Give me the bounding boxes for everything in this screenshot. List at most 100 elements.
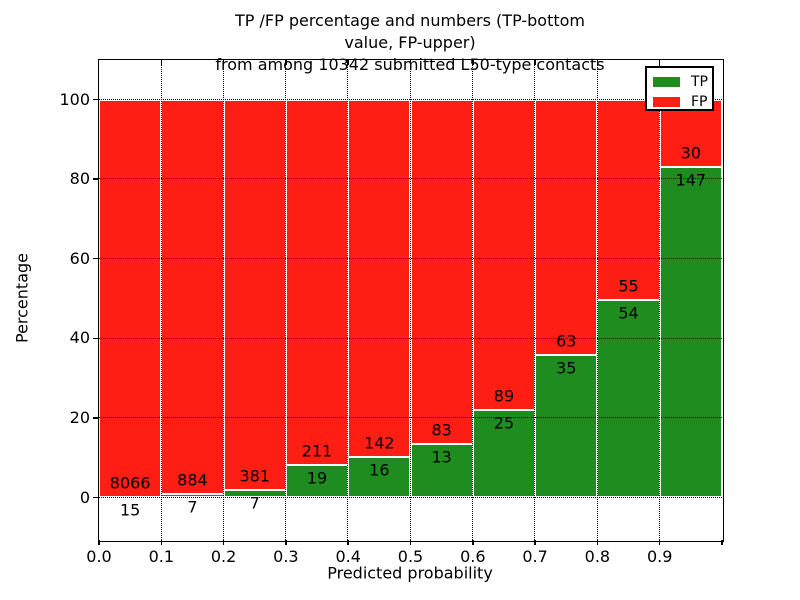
x-tick bbox=[596, 540, 599, 545]
x-tick bbox=[721, 540, 723, 545]
legend-item-tp: TP bbox=[653, 74, 712, 90]
y-tick-label: 40 bbox=[69, 328, 90, 348]
x-tick bbox=[534, 540, 536, 545]
x-gridline bbox=[472, 60, 474, 540]
fp-count-label: 8066 bbox=[109, 473, 151, 493]
x-gridline bbox=[285, 60, 287, 540]
tp-bar-segment bbox=[597, 300, 660, 498]
y-gridline bbox=[99, 178, 722, 180]
x-tick bbox=[285, 540, 287, 545]
fp-legend-swatch bbox=[653, 97, 680, 107]
tp-legend-label: TP bbox=[691, 74, 708, 90]
x-tick-label: 0.7 bbox=[522, 547, 548, 566]
tp-count-label: 7 bbox=[249, 493, 260, 513]
chart-title: TP /FP percentage and numbers (TP-bottom… bbox=[215, 11, 605, 74]
tp-bar-segment bbox=[659, 166, 722, 498]
fp-bar-segment bbox=[472, 99, 536, 411]
x-gridline bbox=[409, 60, 411, 540]
y-tick-label: 60 bbox=[69, 248, 90, 268]
x-tick-label: 0.3 bbox=[273, 547, 299, 566]
x-tick-top bbox=[534, 60, 536, 65]
tp-count-label: 13 bbox=[431, 447, 452, 467]
fp-count-label: 30 bbox=[680, 143, 702, 163]
tp-legend-swatch bbox=[653, 77, 680, 87]
y-tick-label: 100 bbox=[59, 89, 90, 109]
y-tick bbox=[92, 98, 98, 101]
fp-count-label: 89 bbox=[493, 386, 515, 406]
x-tick-label: 0.4 bbox=[335, 547, 361, 566]
tp-count-label: 19 bbox=[306, 468, 328, 488]
tp-count-label: 16 bbox=[369, 460, 390, 480]
fp-bar-segment bbox=[597, 99, 660, 301]
x-gridline bbox=[534, 60, 536, 540]
x-tick bbox=[160, 540, 163, 545]
tp-count-label: 35 bbox=[556, 358, 577, 378]
y-tick bbox=[92, 496, 98, 499]
y-gridline bbox=[99, 257, 722, 259]
fp-bar-segment bbox=[285, 99, 349, 465]
x-tick bbox=[472, 540, 474, 545]
y-gridline bbox=[99, 337, 722, 339]
fp-count-label: 142 bbox=[364, 433, 395, 453]
y-gridline bbox=[99, 496, 722, 498]
fp-bar-segment bbox=[223, 99, 286, 491]
tp-count-label: 15 bbox=[119, 500, 141, 520]
x-tick-top bbox=[160, 60, 163, 65]
y-tick bbox=[92, 257, 98, 260]
fp-legend-label: FP bbox=[691, 94, 708, 110]
x-tick-label: 0.9 bbox=[646, 547, 673, 566]
tp-bar-segment bbox=[472, 410, 536, 498]
x-tick bbox=[98, 540, 100, 545]
fp-bar-segment bbox=[410, 99, 473, 444]
x-tick-top bbox=[347, 60, 349, 65]
x-tick-label: 0.6 bbox=[460, 547, 486, 566]
x-gridline bbox=[222, 60, 224, 540]
plot-area: TP FP 8066 15 884 7 381 7 211 19 142 16 83 13 89 25 63… bbox=[92, 58, 724, 545]
tp-count-label: 147 bbox=[675, 170, 707, 190]
x-tick bbox=[347, 540, 349, 545]
x-tick-top bbox=[409, 60, 412, 65]
x-tick-label: 0.1 bbox=[148, 547, 175, 566]
tp-count-label: 7 bbox=[187, 497, 198, 517]
x-tick-label: 0.8 bbox=[584, 547, 611, 566]
y-tick bbox=[92, 178, 98, 180]
x-gridline bbox=[160, 60, 162, 540]
x-tick-top bbox=[222, 60, 225, 65]
x-gridline bbox=[658, 60, 660, 540]
x-axis-label: Predicted probability bbox=[327, 563, 493, 583]
x-tick bbox=[222, 540, 225, 545]
x-tick-label: 0.2 bbox=[210, 547, 237, 566]
fp-bar-segment bbox=[99, 99, 162, 497]
fp-count-label: 211 bbox=[301, 441, 333, 461]
fp-count-label: 381 bbox=[239, 466, 271, 486]
legend-item-fp: FP bbox=[653, 94, 712, 110]
tp-count-label: 54 bbox=[618, 303, 639, 323]
x-gridline bbox=[596, 60, 598, 540]
x-tick-label: 0.5 bbox=[397, 547, 424, 566]
fp-bar-segment bbox=[535, 99, 598, 356]
tp-bar-segment bbox=[410, 443, 473, 498]
x-tick-top bbox=[472, 60, 474, 65]
y-gridline bbox=[99, 417, 722, 419]
x-tick bbox=[658, 540, 661, 545]
x-tick bbox=[409, 540, 412, 545]
fp-count-label: 55 bbox=[618, 276, 639, 296]
legend: TP FP bbox=[645, 66, 714, 111]
x-tick-top bbox=[596, 60, 599, 65]
x-tick-label: 0.0 bbox=[86, 547, 112, 566]
fp-count-label: 63 bbox=[556, 331, 577, 351]
x-tick-top bbox=[285, 60, 287, 65]
fp-bar-segment bbox=[348, 99, 411, 458]
y-tick-label: 0 bbox=[79, 487, 90, 507]
y-tick bbox=[92, 337, 98, 340]
y-tick bbox=[92, 417, 98, 419]
fp-bar-segment bbox=[161, 99, 224, 495]
y-tick-label: 80 bbox=[69, 169, 90, 189]
x-gridline bbox=[347, 60, 349, 540]
fp-count-label: 884 bbox=[177, 470, 208, 490]
tp-count-label: 25 bbox=[493, 413, 515, 433]
y-tick-label: 20 bbox=[69, 407, 90, 427]
x-tick-top bbox=[658, 60, 661, 65]
y-gridline bbox=[99, 98, 722, 100]
